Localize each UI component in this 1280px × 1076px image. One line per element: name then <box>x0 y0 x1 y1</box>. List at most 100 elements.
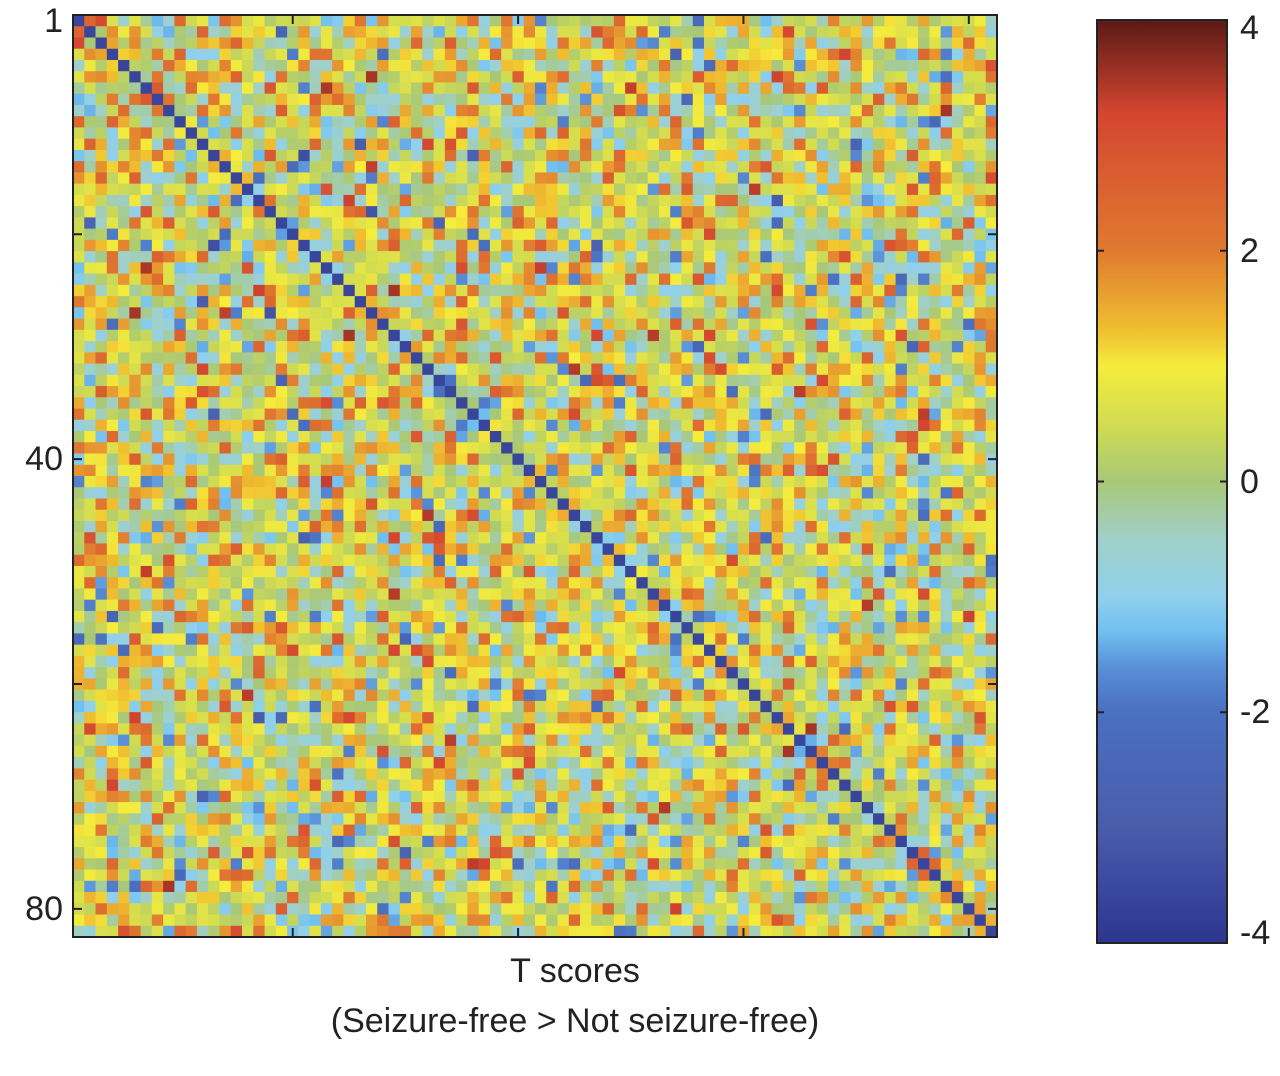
heatmap-cell <box>861 610 874 623</box>
heatmap-cell <box>163 307 175 319</box>
heatmap-cell <box>208 633 220 646</box>
heatmap-cell <box>726 15 739 27</box>
heatmap-cell <box>580 48 592 61</box>
heatmap-cell <box>433 71 446 83</box>
heatmap-cell <box>512 194 525 207</box>
heatmap-cell <box>208 431 220 443</box>
heatmap-cell <box>478 442 491 454</box>
heatmap-cell <box>658 442 671 454</box>
heatmap-cell <box>918 71 930 83</box>
heatmap-cell <box>253 37 265 50</box>
heatmap-cell <box>535 644 547 657</box>
heatmap-cell <box>771 577 784 589</box>
heatmap-cell <box>118 655 130 668</box>
heatmap-cell <box>73 262 85 275</box>
heatmap-cell <box>287 183 299 196</box>
heatmap-cell <box>377 48 389 61</box>
heatmap-cell <box>219 554 232 567</box>
heatmap-cell <box>478 476 491 488</box>
heatmap-cell <box>681 82 694 95</box>
heatmap-cell <box>951 341 964 353</box>
heatmap-cell <box>985 644 998 657</box>
heatmap-cell <box>456 588 468 601</box>
heatmap-cell <box>625 194 637 207</box>
heatmap-cell <box>264 397 277 409</box>
heatmap-cell <box>129 633 142 646</box>
heatmap-cell <box>985 262 998 275</box>
heatmap-cell <box>557 577 570 589</box>
heatmap-cell <box>411 520 423 533</box>
heatmap-cell <box>918 487 930 499</box>
heatmap-cell <box>568 565 581 578</box>
heatmap-cell <box>771 431 784 443</box>
heatmap-cell <box>771 93 784 106</box>
heatmap-cell <box>906 71 919 83</box>
heatmap-cell <box>602 82 615 95</box>
heatmap-cell <box>129 172 142 185</box>
heatmap-cell <box>805 183 818 196</box>
heatmap-cell <box>264 509 277 522</box>
heatmap-cell <box>422 352 434 364</box>
heatmap-cell <box>715 565 727 578</box>
heatmap-cell <box>749 431 761 443</box>
heatmap-cell <box>456 217 468 230</box>
heatmap-cell <box>242 476 254 488</box>
heatmap-cell <box>365 565 378 578</box>
heatmap-cell <box>174 93 187 106</box>
heatmap-cell <box>399 48 412 61</box>
heatmap-cell <box>309 284 322 297</box>
heatmap-cell <box>782 565 795 578</box>
heatmap-cell <box>951 442 964 454</box>
heatmap-cell <box>523 318 536 331</box>
heatmap-cell <box>320 273 333 286</box>
heatmap-cell <box>681 251 694 263</box>
heatmap-cell <box>523 667 536 679</box>
heatmap-cell <box>489 172 502 185</box>
heatmap-cell <box>749 633 761 646</box>
heatmap-cell <box>151 71 164 83</box>
heatmap-cell <box>399 104 412 117</box>
heatmap-cell <box>163 644 175 657</box>
heatmap-cell <box>715 520 727 533</box>
heatmap-cell <box>230 520 243 533</box>
heatmap-cell <box>444 262 457 275</box>
heatmap-cell <box>253 341 265 353</box>
heatmap-cell <box>332 419 344 432</box>
heatmap-cell <box>873 453 885 466</box>
heatmap-cell <box>399 419 412 432</box>
heatmap-cell <box>591 678 604 691</box>
heatmap-cell <box>557 352 570 364</box>
heatmap-cell <box>388 15 401 27</box>
heatmap-cell <box>140 104 153 117</box>
heatmap-cell <box>591 262 604 275</box>
heatmap-cell <box>163 667 175 679</box>
heatmap-cell <box>749 149 761 162</box>
heatmap-cell <box>433 183 446 196</box>
heatmap-cell <box>658 284 671 297</box>
heatmap-cell <box>478 228 491 241</box>
heatmap-cell <box>365 431 378 443</box>
heatmap-cell <box>196 509 209 522</box>
heatmap-cell <box>84 352 96 364</box>
heatmap-cell <box>332 667 344 679</box>
heatmap-cell <box>95 520 108 533</box>
heatmap-cell <box>850 689 863 702</box>
heatmap-cell <box>557 26 570 38</box>
heatmap-cell <box>163 464 175 477</box>
heatmap-cell <box>681 329 694 342</box>
heatmap-cell <box>884 206 896 218</box>
heatmap-cell <box>298 194 311 207</box>
heatmap-cell <box>185 644 198 657</box>
heatmap-cell <box>433 262 446 275</box>
heatmap-cell <box>760 239 773 252</box>
heatmap-cell <box>940 509 953 522</box>
heatmap-cell <box>320 172 333 185</box>
heatmap-cell <box>602 329 615 342</box>
heatmap-cell <box>230 565 243 578</box>
heatmap-cell <box>861 520 874 533</box>
heatmap-cell <box>332 26 344 38</box>
heatmap-cell <box>196 318 209 331</box>
heatmap-cell <box>456 149 468 162</box>
heatmap-cell <box>478 82 491 95</box>
heatmap-cell <box>433 273 446 286</box>
